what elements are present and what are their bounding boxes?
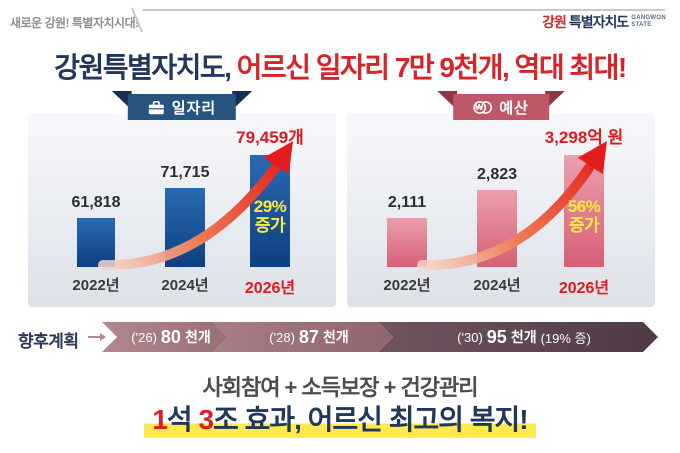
jobs-year-2022: 2022년 [72,277,120,294]
logo-brand-red: 강원 [542,14,567,30]
jobs-value-2024: 71,715 [160,164,210,181]
jobs-year-2024: 2024년 [161,277,209,294]
jobs-ribbon-body: 일자리 [127,94,237,120]
budget-value-2026: 3,298억 원 [544,128,624,147]
highlighted-slogan: 1석 3조 효과, 어르신 최고의 복지! [144,404,536,438]
title-red: 어르신 일자리 7만 9천개, 역대 최대! [236,52,628,83]
title-navy: 강원특별자치도, [54,52,232,83]
budget-bar-2024 [477,190,517,267]
slogan-line: 1석 3조 효과, 어르신 최고의 복지! [0,398,680,438]
page-title: 강원특별자치도, 어르신 일자리 7만 9천개, 역대 최대! [0,46,680,86]
plan-step-2030: ('30) 95 천개 (19% 증) [378,322,658,352]
plan-step-2028: ('28) 87 천개 [213,322,393,352]
briefcase-icon [148,100,164,114]
logo-english: GANGWON STATE [631,15,666,28]
budget-chart-panel: ₩ 예산 2,111 2,823 [347,91,655,307]
budget-ribbon: ₩ 예산 [437,91,565,120]
jobs-value-2022: 61,818 [71,194,121,211]
budget-value-2024: 2,823 [476,166,518,183]
jobs-year-2026: 2026년 [244,280,296,297]
arrow-right-icon [88,333,106,341]
jobs-bar-2024 [165,188,205,267]
charts-row: 일자리 61,818 71,715 79,459개 [28,91,655,307]
budget-value-2022: 2,111 [387,194,427,211]
jobs-chart-panel: 일자리 61,818 71,715 79,459개 [28,91,336,307]
header-divider [142,9,665,11]
budget-ribbon-body: ₩ 예산 [453,94,549,120]
logo-brand-rest: 특별자치도 [568,14,629,30]
budget-year-2022: 2022년 [383,277,431,294]
jobs-ribbon: 일자리 [111,91,253,120]
coins-icon: ₩ [473,100,493,114]
budget-year-2024: 2024년 [473,277,521,294]
future-plan-label: 향후계획 [18,332,79,351]
budget-increase-badge: 56% 증가 [567,197,601,236]
svg-text:₩: ₩ [475,103,484,112]
jobs-increase-badge: 29% 증가 [253,197,287,236]
jobs-ribbon-label: 일자리 [171,99,217,117]
benefits-line: 사회참여 + 소득보장 + 건강관리 [202,375,478,400]
budget-year-2026: 2026년 [558,280,610,297]
gangwon-logo: 강원 특별자치도 GANGWON STATE [542,12,666,32]
tagline: 새로운 강원! 특별자치시대! [10,16,139,30]
jobs-bar-2022 [77,218,115,267]
plan-step-2026: ('26) 80 천개 [102,322,228,352]
jobs-value-2026: 79,459개 [236,128,304,147]
budget-ribbon-label: 예산 [499,99,529,117]
budget-bar-2022 [387,218,427,267]
